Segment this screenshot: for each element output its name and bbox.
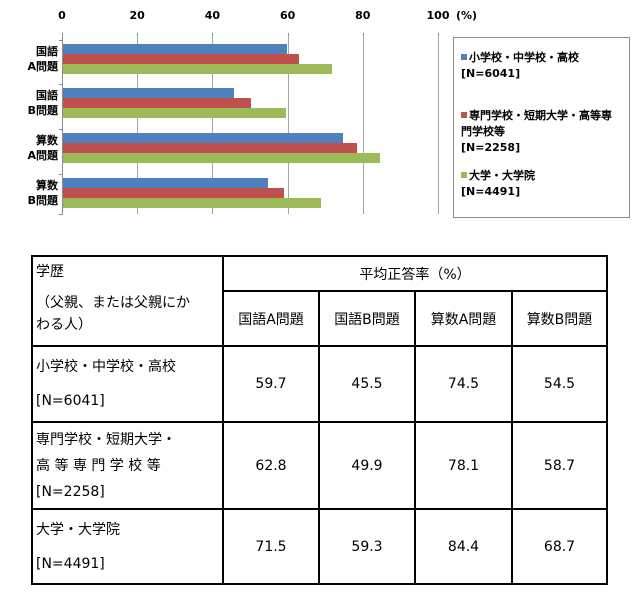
column-header: 算数B問題: [511, 290, 608, 347]
bar-chart: 0 20 40 60 80 100 (%) 国語 A問題国語 B問題算数 A問題算数 B問題 小学…: [0, 0, 640, 230]
value-cell: 45.5: [318, 345, 416, 423]
value-cell: 59.7: [222, 345, 320, 423]
value-cell: 74.5: [414, 345, 513, 423]
y-tick-mark: [59, 84, 63, 85]
bar: [63, 88, 235, 98]
x-tick-mark: [438, 33, 439, 37]
education-header-cell: 学歴 （父親、または父親にか わる人）: [31, 255, 224, 347]
education-header-title: 学歴: [36, 264, 64, 280]
x-tick-label: 100: [426, 9, 450, 22]
category-label: 算数 B問題: [27, 179, 58, 207]
row-label-cell: 専門学校・短期大学・ 高 等 専 門 学 校 等 [N=2258]: [31, 421, 224, 510]
x-axis-unit-label: (%): [456, 9, 478, 22]
gridline: [137, 36, 139, 214]
x-tick-label: 20: [129, 9, 145, 22]
table-row: 小学校・中学校・高校 [N=6041] 59.7 45.5 74.5 54.5: [31, 345, 608, 423]
gridline: [362, 36, 364, 214]
value-cell: 78.1: [414, 421, 513, 510]
gridline: [287, 36, 289, 214]
education-header-sub-1: （父親、または父親にか: [36, 295, 190, 311]
bar: [63, 44, 288, 54]
column-header: 算数A問題: [414, 290, 513, 347]
y-tick-mark: [59, 40, 63, 41]
category-label: 国語 A問題: [27, 45, 58, 73]
row-label-cell: 小学校・中学校・高校 [N=6041]: [31, 345, 224, 423]
legend-item-series-1: 小学校・中学校・高校 [N=6041]: [461, 51, 579, 80]
legend-item-series-2: 専門学校・短期大学・高等専 門学校等 [N=2258]: [461, 109, 612, 154]
value-cell: 62.8: [222, 421, 320, 510]
table-header-row-1: 学歴 （父親、または父親にか わる人） 平均正答率（%）: [31, 255, 608, 347]
legend-swatch-blue: [461, 54, 467, 60]
value-cell: 68.7: [511, 508, 608, 585]
category-label: 国語 B問題: [27, 89, 58, 117]
bar: [63, 178, 268, 188]
legend-item-series-3: 大学・大学院 [N=4491]: [461, 169, 535, 198]
x-tick-label: 40: [204, 9, 221, 22]
score-table: 学歴 （父親、または父親にか わる人） 平均正答率（%） 国語A問題 国語B問題…: [31, 255, 608, 585]
y-tick-mark: [59, 174, 63, 175]
bar: [63, 64, 332, 74]
education-header-sub-2: わる人）: [36, 317, 92, 333]
category-label: 算数 A問題: [27, 134, 58, 162]
value-cell: 54.5: [511, 345, 608, 423]
bar: [63, 133, 344, 143]
x-tick-mark: [137, 33, 139, 37]
gridline: [438, 36, 439, 214]
bar: [63, 54, 300, 64]
gridline: [212, 36, 214, 214]
avg-correct-rate-header: 平均正答率（%）: [222, 255, 608, 292]
value-cell: 58.7: [511, 421, 608, 510]
row-label-cell: 大学・大学院 [N=4491]: [31, 508, 224, 585]
x-tick-mark: [287, 33, 289, 37]
column-header: 国語B問題: [318, 290, 416, 347]
value-cell: 59.3: [318, 508, 416, 585]
y-axis-line: [62, 34, 63, 215]
value-cell: 49.9: [318, 421, 416, 510]
bar: [63, 153, 381, 163]
bar: [63, 143, 357, 153]
column-header: 国語A問題: [222, 290, 320, 347]
bar: [63, 188, 284, 198]
table-header-row-2: 国語A問題 国語B問題 算数A問題 算数B問題: [32, 290, 608, 347]
table-row: 専門学校・短期大学・ 高 等 専 門 学 校 等 [N=2258] 62.8 4…: [31, 421, 608, 510]
value-cell: 71.5: [222, 508, 320, 585]
table-row: 大学・大学院 [N=4491] 71.5 59.3 84.4 68.7: [31, 508, 608, 585]
y-tick-mark: [59, 214, 63, 215]
y-tick-mark: [59, 129, 63, 130]
chart-legend: 小学校・中学校・高校 [N=6041] 専門学校・短期大学・高等専 門学校等 […: [453, 37, 630, 218]
x-tick-label: 80: [355, 9, 371, 22]
value-cell: 84.4: [414, 508, 513, 585]
x-tick-mark: [362, 33, 364, 37]
legend-swatch-red: [461, 112, 467, 118]
legend-swatch-green: [461, 172, 467, 178]
bar: [63, 198, 322, 208]
x-tick-mark: [212, 33, 214, 37]
x-tick-label: 60: [279, 9, 296, 22]
x-tick-label: 0: [58, 9, 66, 22]
bar: [63, 98, 251, 108]
bar: [63, 108, 286, 118]
